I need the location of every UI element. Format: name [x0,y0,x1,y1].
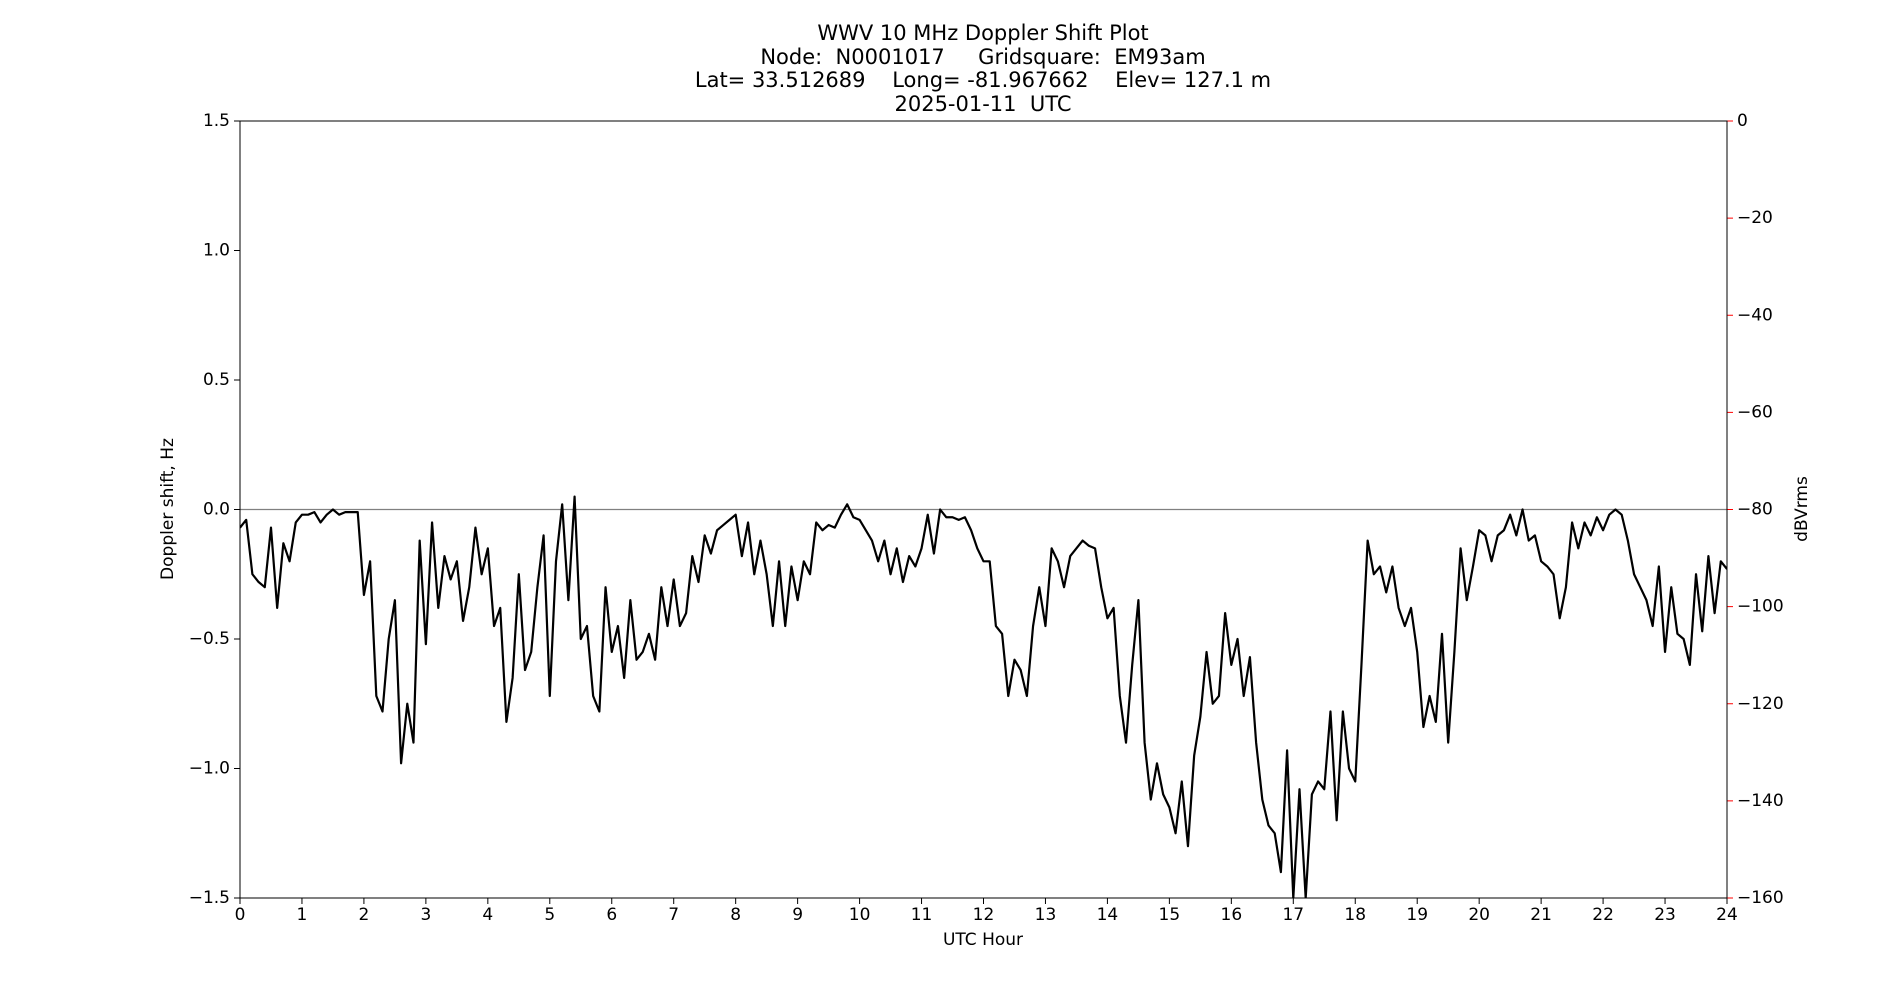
x-tick-label: 10 [849,905,871,925]
x-axis-label: UTC Hour [943,930,1023,950]
y-tick-label: 0.0 [203,500,230,520]
x-tick-label: 11 [911,905,933,925]
x-tick-label: 13 [1035,905,1057,925]
x-tick-label: 16 [1221,905,1243,925]
data-line [240,495,1727,898]
x-tick-label: 0 [235,905,246,925]
y-tick-label: −1.0 [189,759,230,779]
y2-tick-label: −40 [1737,305,1773,325]
y2-axis-label: dBVrms [1792,476,1812,542]
chart-title: WWV 10 MHz Doppler Shift Plot [817,21,1148,45]
x-tick-label: 2 [359,905,370,925]
x-tick-label: 14 [1097,905,1119,925]
plot-frame [239,120,1728,899]
chart-subtitle: Lat= 33.512689 Long= -81.967662 Elev= 12… [695,68,1271,92]
y2-tick-label: −140 [1737,791,1784,811]
y-tick-label: 1.0 [203,241,230,261]
y2-tick-label: −20 [1737,208,1773,228]
chart-subtitle: Node: N0001017 Gridsquare: EM93am [760,45,1205,69]
x-tick-label: 21 [1530,905,1552,925]
x-tick-label: 18 [1344,905,1366,925]
y2-tick-label: −60 [1737,402,1773,422]
y2-tick-label: 0 [1737,111,1748,131]
x-tick-label: 6 [606,905,617,925]
y2-tick-label: −120 [1737,694,1784,714]
x-tick-label: 7 [668,905,679,925]
y-tick-label: 1.5 [203,111,230,131]
x-tick-label: 23 [1654,905,1676,925]
x-tick-label: 1 [297,905,308,925]
y-tick-label: −0.5 [189,629,230,649]
x-tick-label: 5 [544,905,555,925]
y-tick-label: 0.5 [203,370,230,390]
x-tick-label: 12 [973,905,995,925]
x-tick-label: 17 [1282,905,1304,925]
x-tick-label: 4 [482,905,493,925]
y-axis-label: Doppler shift, Hz [158,438,178,580]
x-tick-label: 20 [1468,905,1490,925]
x-tick-label: 3 [420,905,431,925]
x-tick-label: 15 [1159,905,1181,925]
x-tick-label: 22 [1592,905,1614,925]
y2-tick-label: −100 [1737,597,1784,617]
x-tick-label: 24 [1716,905,1738,925]
chart-subtitle: 2025-01-11 UTC [894,92,1071,116]
y2-tick-label: −80 [1737,500,1773,520]
y-tick-label: −1.5 [189,888,230,908]
x-tick-label: 19 [1406,905,1428,925]
x-tick-label: 8 [730,905,741,925]
y2-tick-label: −160 [1737,888,1784,908]
x-tick-label: 9 [792,905,803,925]
